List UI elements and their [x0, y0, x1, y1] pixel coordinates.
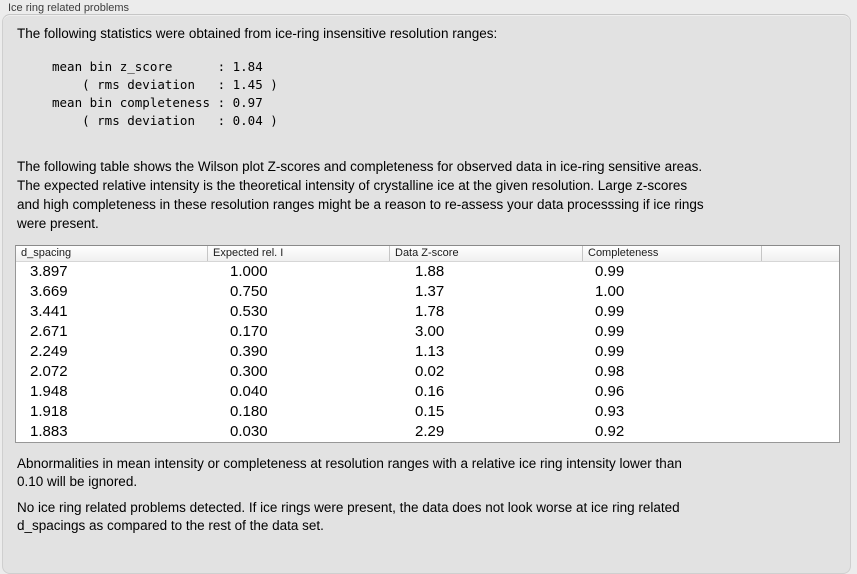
table-cell-expected-rel-i: 0.530 [230, 303, 268, 320]
table-cell-data-z-score: 1.37 [415, 283, 445, 300]
table-cell-d-spacing: 2.072 [30, 363, 68, 380]
table-cell-d-spacing: 1.948 [30, 383, 68, 400]
table-cell-completeness: 0.99 [595, 323, 625, 340]
table-row[interactable]: 2.671 0.170 3.00 0.99 [16, 322, 839, 342]
table-cell-expected-rel-i: 0.180 [230, 403, 268, 420]
intro-text: The following statistics were obtained f… [17, 26, 498, 41]
table-row[interactable]: 1.918 0.180 0.15 0.93 [16, 402, 839, 422]
table-row[interactable]: 1.948 0.040 0.16 0.96 [16, 382, 839, 402]
table-cell-completeness: 0.93 [595, 403, 625, 420]
table-cell-data-z-score: 2.29 [415, 423, 445, 440]
table-row[interactable]: 1.883 0.030 2.29 0.92 [16, 422, 839, 442]
table-cell-completeness: 1.00 [595, 283, 625, 300]
table-row[interactable]: 3.669 0.750 1.37 1.00 [16, 282, 839, 302]
column-header-empty [762, 246, 839, 261]
table-cell-data-z-score: 0.02 [415, 363, 445, 380]
table-cell-d-spacing: 2.671 [30, 323, 68, 340]
table-cell-d-spacing: 1.883 [30, 423, 68, 440]
ice-ring-report-panel: The following statistics were obtained f… [2, 14, 851, 574]
table-cell-expected-rel-i: 0.390 [230, 343, 268, 360]
table-row[interactable]: 2.072 0.300 0.02 0.98 [16, 362, 839, 382]
table-header-row: d_spacing Expected rel. I Data Z-score C… [16, 246, 839, 262]
result-note-text: No ice ring related problems detected. I… [17, 500, 680, 533]
table-cell-d-spacing: 3.897 [30, 263, 68, 280]
table-cell-completeness: 0.99 [595, 263, 625, 280]
table-body: 3.897 1.000 1.88 0.99 3.669 0.750 1.37 1… [16, 262, 839, 442]
table-cell-expected-rel-i: 0.170 [230, 323, 268, 340]
column-header-completeness[interactable]: Completeness [583, 246, 762, 261]
table-cell-expected-rel-i: 0.750 [230, 283, 268, 300]
window-title: Ice ring related problems [8, 2, 130, 14]
table-cell-completeness: 0.92 [595, 423, 625, 440]
table-cell-expected-rel-i: 0.030 [230, 423, 268, 440]
column-header-expected-rel-i[interactable]: Expected rel. I [208, 246, 390, 261]
table-cell-d-spacing: 3.669 [30, 283, 68, 300]
table-row[interactable]: 3.897 1.000 1.88 0.99 [16, 262, 839, 282]
table-cell-expected-rel-i: 0.040 [230, 383, 268, 400]
table-cell-data-z-score: 0.15 [415, 403, 445, 420]
table-cell-d-spacing: 1.918 [30, 403, 68, 420]
table-cell-data-z-score: 1.13 [415, 343, 445, 360]
table-cell-data-z-score: 0.16 [415, 383, 445, 400]
table-cell-expected-rel-i: 1.000 [230, 263, 268, 280]
column-header-d-spacing[interactable]: d_spacing [16, 246, 208, 261]
stats-block: mean bin z_score : 1.84 ( rms deviation … [52, 59, 278, 128]
table-cell-d-spacing: 2.249 [30, 343, 68, 360]
ignore-note-text: Abnormalities in mean intensity or compl… [17, 456, 682, 489]
table-cell-expected-rel-i: 0.300 [230, 363, 268, 380]
table-cell-data-z-score: 1.78 [415, 303, 445, 320]
table-cell-d-spacing: 3.441 [30, 303, 68, 320]
table-row[interactable]: 3.441 0.530 1.78 0.99 [16, 302, 839, 322]
table-row[interactable]: 2.249 0.390 1.13 0.99 [16, 342, 839, 362]
table-cell-completeness: 0.99 [595, 303, 625, 320]
table-cell-completeness: 0.99 [595, 343, 625, 360]
table-cell-completeness: 0.96 [595, 383, 625, 400]
table-description-text: The following table shows the Wilson plo… [17, 159, 704, 231]
ice-ring-table: d_spacing Expected rel. I Data Z-score C… [15, 245, 840, 443]
table-cell-data-z-score: 1.88 [415, 263, 445, 280]
column-header-data-z-score[interactable]: Data Z-score [390, 246, 583, 261]
table-cell-data-z-score: 3.00 [415, 323, 445, 340]
table-cell-completeness: 0.98 [595, 363, 625, 380]
